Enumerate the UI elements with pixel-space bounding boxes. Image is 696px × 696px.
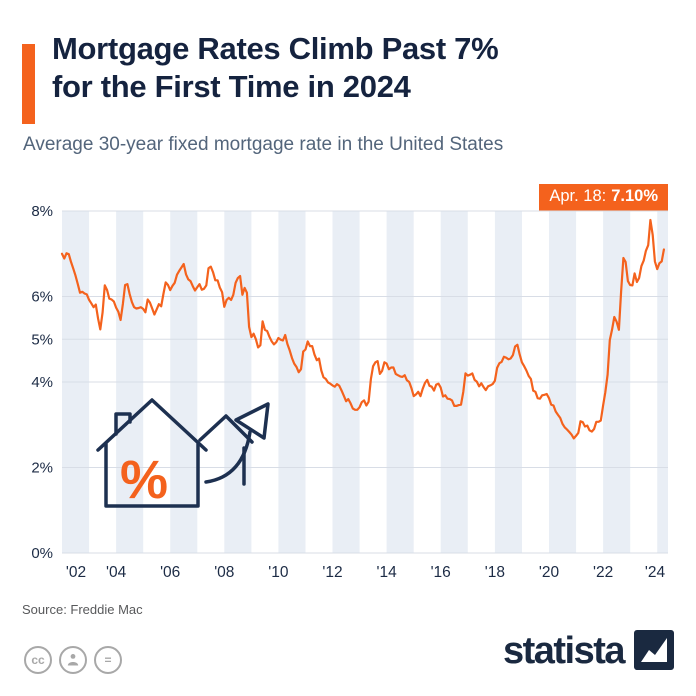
svg-text:5%: 5% <box>31 331 53 348</box>
annex-roof-shape <box>198 414 254 444</box>
cc-icon: cc <box>24 646 52 674</box>
svg-text:'22: '22 <box>593 564 613 581</box>
svg-text:'06: '06 <box>160 564 180 581</box>
percent-glyph: % <box>120 450 168 510</box>
arrow-head-shape <box>234 402 270 440</box>
equals-icon: = <box>94 646 122 674</box>
license-row: cc = <box>24 646 122 674</box>
title-accent-bar <box>22 44 35 124</box>
svg-text:4%: 4% <box>31 374 53 391</box>
source-note: Source: Freddie Mac <box>22 602 143 617</box>
svg-text:8%: 8% <box>31 203 53 220</box>
badge-value: 7.10% <box>611 187 658 205</box>
svg-text:'10: '10 <box>268 564 289 581</box>
statista-logo-square <box>634 630 674 670</box>
badge-date: Apr. 18: <box>549 187 607 205</box>
svg-text:'20: '20 <box>539 564 560 581</box>
page-title: Mortgage Rates Climb Past 7% for the Firs… <box>52 30 499 106</box>
chart-subtitle: Average 30-year fixed mortgage rate in t… <box>23 134 504 155</box>
svg-text:'24: '24 <box>645 564 666 581</box>
svg-text:'08: '08 <box>214 564 234 581</box>
house-percent-arrow-icon: % <box>96 398 270 510</box>
arrow-tail-shape <box>204 430 252 484</box>
svg-text:'02: '02 <box>66 564 86 581</box>
svg-text:'14: '14 <box>376 564 397 581</box>
main-roof-shape <box>96 398 208 452</box>
svg-text:0%: 0% <box>31 545 53 562</box>
svg-text:2%: 2% <box>31 460 53 477</box>
title-line-2: for the First Time in 2024 <box>52 68 411 104</box>
attribution-icon <box>59 646 87 674</box>
mortgage-rate-line-chart: 0% 2% 4% 5% 6% 8% '02 '04 '06 '08 '10 '12 '14 '16 '18 '… <box>31 203 668 581</box>
title-line-1: Mortgage Rates Climb Past 7% <box>52 31 499 66</box>
svg-text:'18: '18 <box>485 564 505 581</box>
statista-graph-glyph <box>641 638 667 662</box>
svg-text:6%: 6% <box>31 289 53 306</box>
svg-text:'16: '16 <box>431 564 451 581</box>
brand-wordmark: statista <box>502 630 626 672</box>
svg-text:'04: '04 <box>106 564 127 581</box>
value-badge: Apr. 18: 7.10% <box>539 184 668 211</box>
house-walls-shape <box>104 442 200 508</box>
svg-text:'12: '12 <box>322 564 342 581</box>
brand-logo: statista <box>503 630 674 670</box>
person-glyph <box>67 654 79 666</box>
